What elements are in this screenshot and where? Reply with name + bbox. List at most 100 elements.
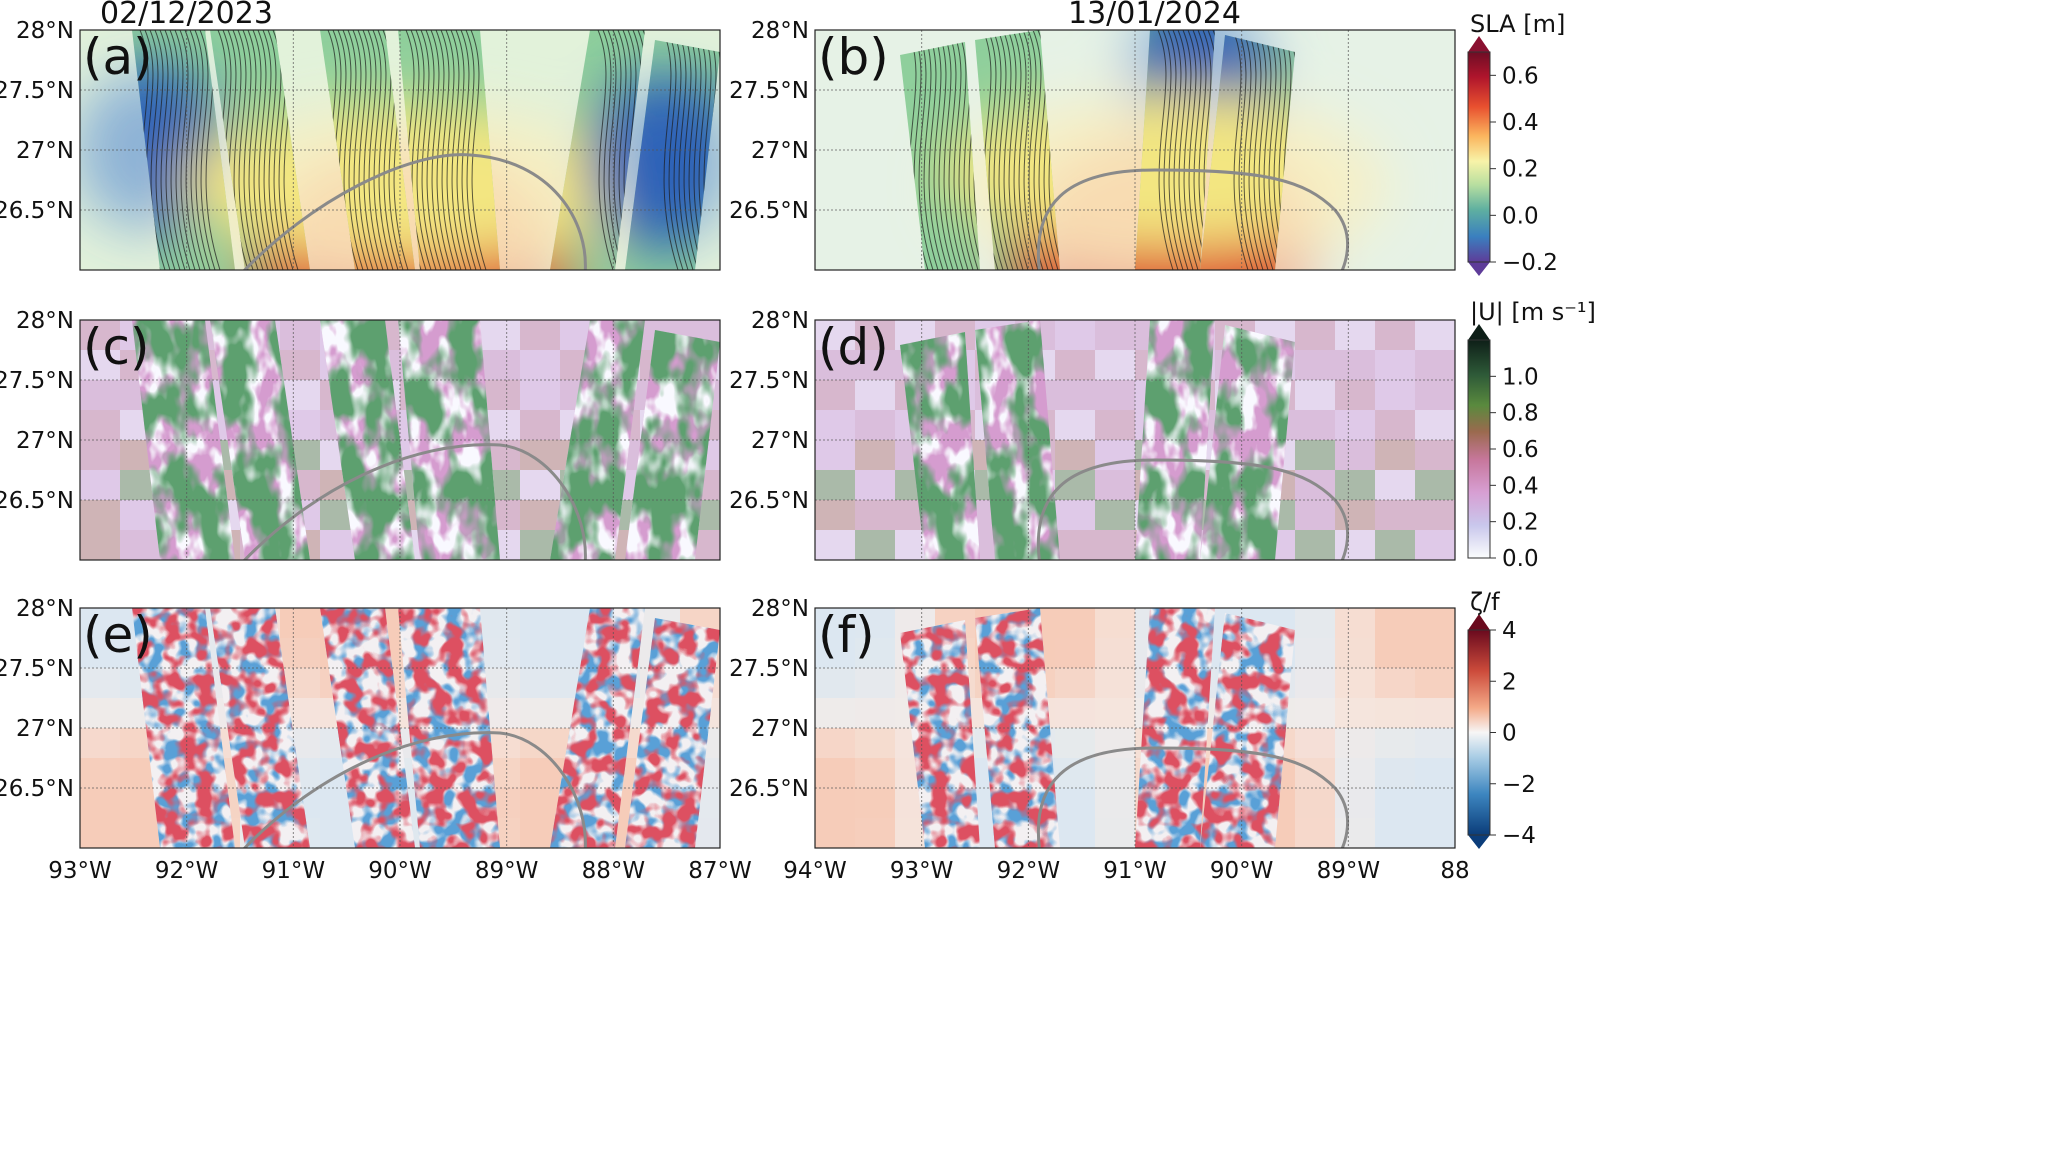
- y-tick-label: 27.5°N: [729, 368, 809, 394]
- eddy-boundary-contour: [242, 443, 587, 560]
- colorbar-tick-label: 1.0: [1502, 364, 1539, 390]
- y-tick-label: 27°N: [16, 716, 74, 742]
- x-tick-label: 88°W: [582, 858, 646, 884]
- y-tick-label: 27.5°N: [0, 368, 74, 394]
- panel-letter: (a): [83, 28, 153, 86]
- x-tick-label: 91°W: [262, 858, 326, 884]
- gridlines: [80, 608, 720, 848]
- y-tick-label: 27.5°N: [729, 78, 809, 104]
- y-tick-label: 27.5°N: [0, 656, 74, 682]
- y-tick-label: 26.5°N: [0, 488, 74, 514]
- eddy-boundary-contour: [1036, 458, 1349, 560]
- x-tick-label: 93°W: [890, 858, 954, 884]
- y-tick-label: 27°N: [751, 716, 809, 742]
- colorbar-tick-label: −0.2: [1502, 250, 1558, 276]
- colorbar-label: SLA [m]: [1470, 10, 1565, 38]
- panel-letter: (c): [83, 318, 150, 376]
- colorbar-gradient: [1468, 340, 1490, 558]
- colorbar-tick-label: 0.4: [1502, 110, 1539, 136]
- colorbar-max-arrow: [1468, 614, 1490, 630]
- x-tick-label: 94°W: [783, 858, 847, 884]
- x-tick-label: 90°W: [1210, 858, 1274, 884]
- colorbar-tick-label: 4: [1502, 618, 1517, 644]
- y-tick-label: 26.5°N: [0, 198, 74, 224]
- gridlines: [80, 320, 720, 560]
- colorbar-tick-label: 2: [1502, 669, 1517, 695]
- panel-frame: [79, 29, 721, 271]
- y-tick-label: 26.5°N: [0, 776, 74, 802]
- gridlines: [815, 30, 1455, 270]
- colorbar-min-arrow: [1468, 262, 1490, 276]
- date-label-left: 02/12/2023: [100, 0, 273, 31]
- panel-c: (c) 28°N 27.5°N 27°N 26.5°N: [0, 308, 721, 561]
- y-tick-label: 27°N: [751, 428, 809, 454]
- y-tick-label: 27°N: [16, 138, 74, 164]
- y-tick-label: 28°N: [16, 18, 74, 44]
- panel-d: (d) 28°N 27.5°N 27°N 26.5°N: [729, 308, 1456, 561]
- y-tick-label: 27.5°N: [729, 656, 809, 682]
- panel-letter: (d): [818, 318, 889, 376]
- colorbar-max-arrow: [1468, 324, 1490, 340]
- colorbar-tick-label: 0.0: [1502, 203, 1539, 229]
- swath-0: [900, 620, 980, 848]
- panel-frame: [814, 319, 1456, 561]
- panel-frame: [814, 607, 1456, 849]
- x-tick-label: 91°W: [1103, 858, 1167, 884]
- panel-letter: (e): [83, 606, 153, 664]
- x-tick-label: 89°W: [1317, 858, 1381, 884]
- colorbar-tick-label: 0.4: [1502, 473, 1539, 499]
- panel-e: (e) 28°N 27.5°N 27°N 26.5°N 93°W 92°W 91°W 90°W 8…: [0, 596, 752, 884]
- colorbar-tick-label: 0.2: [1502, 510, 1539, 536]
- y-tick-label: 27°N: [16, 428, 74, 454]
- x-tick-label: 92°W: [155, 858, 219, 884]
- colorbar-max-arrow: [1468, 36, 1490, 52]
- colorbar-gradient: [1468, 630, 1490, 835]
- colorbar-label: ζ/f: [1470, 588, 1500, 616]
- x-tick-label: 93°W: [48, 858, 112, 884]
- x-tick-label: 88: [1440, 858, 1469, 884]
- colorbar-min-arrow: [1468, 835, 1490, 849]
- colorbar-0: SLA [m] 0.6 0.4 0.2 0.0 −0.2: [1467, 10, 1565, 276]
- colorbar-tick-label: 0.2: [1502, 157, 1539, 183]
- eddy-boundary-contour: [242, 731, 587, 848]
- y-tick-label: 28°N: [751, 596, 809, 622]
- panel-a: (a) 28°N 27.5°N 27°N 26.5°N: [0, 18, 721, 271]
- y-tick-label: 26.5°N: [729, 488, 809, 514]
- y-tick-label: 26.5°N: [729, 776, 809, 802]
- colorbar-tick-label: −4: [1502, 823, 1536, 849]
- colorbar-1: |U| [m s⁻¹] 1.0 0.8 0.6 0.4 0.2 0.0: [1467, 298, 1596, 572]
- colorbar-gradient: [1468, 52, 1490, 262]
- panel-frame: [79, 319, 721, 561]
- colorbar-tick-label: 0.6: [1502, 63, 1539, 89]
- x-tick-label: 89°W: [475, 858, 539, 884]
- y-tick-label: 26.5°N: [729, 198, 809, 224]
- eddy-boundary-contour: [242, 153, 587, 270]
- y-tick-label: 28°N: [16, 308, 74, 334]
- eddy-boundary-contour: [1036, 168, 1349, 270]
- colorbar-tick-label: 0.0: [1502, 546, 1539, 572]
- y-tick-label: 28°N: [751, 18, 809, 44]
- colorbar-2: ζ/f4 2 0 −2 −4: [1467, 588, 1536, 849]
- x-tick-label: 87°W: [688, 858, 752, 884]
- colorbar-tick-label: 0.8: [1502, 401, 1539, 427]
- x-tick-label: 92°W: [997, 858, 1061, 884]
- y-tick-label: 27.5°N: [0, 78, 74, 104]
- date-label-right: 13/01/2024: [1068, 0, 1241, 31]
- panel-b: (b) 28°N 27.5°N 27°N 26.5°N: [729, 18, 1456, 271]
- panel-letter: (b): [818, 28, 889, 86]
- colorbar-label: |U| [m s⁻¹]: [1470, 298, 1596, 326]
- gridlines: [80, 30, 720, 270]
- colorbar-tick-label: 0: [1502, 721, 1517, 747]
- panel-frame: [814, 29, 1456, 271]
- panel-frame: [79, 607, 721, 849]
- colorbar-tick-label: 0.6: [1502, 437, 1539, 463]
- y-tick-label: 27°N: [751, 138, 809, 164]
- x-tick-label: 90°W: [368, 858, 432, 884]
- y-tick-label: 28°N: [16, 596, 74, 622]
- panel-letter: (f): [818, 606, 875, 664]
- y-tick-label: 28°N: [751, 308, 809, 334]
- panel-f: (f) 28°N 27.5°N 27°N 26.5°N 94°W 93°W 92°W 91°W 9…: [729, 596, 1470, 884]
- gridlines: [815, 320, 1455, 560]
- eddy-boundary-contour: [1036, 746, 1349, 848]
